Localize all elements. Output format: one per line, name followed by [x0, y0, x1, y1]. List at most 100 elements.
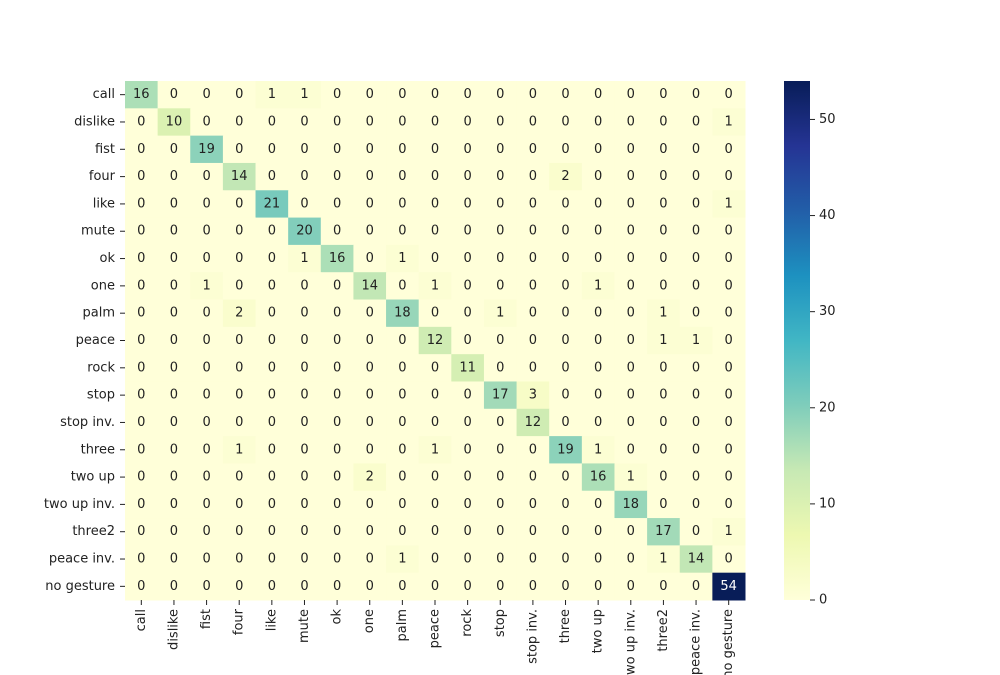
cell-label: 0 — [594, 169, 602, 184]
heatmap-cell — [712, 108, 746, 137]
heatmap-cell — [679, 463, 713, 492]
heatmap-cell — [222, 190, 257, 219]
heatmap-cell — [712, 326, 746, 355]
cell-label: 16 — [590, 470, 607, 485]
heatmap-cell — [353, 299, 387, 328]
y-tick-label: like — [93, 196, 115, 211]
cell-label: 0 — [398, 333, 406, 348]
cell-label: 0 — [725, 169, 733, 184]
heatmap-cell — [125, 326, 159, 355]
heatmap-cell — [353, 190, 387, 219]
cell-label: 0 — [594, 524, 602, 539]
cell-label: 1 — [431, 442, 439, 457]
x-tick-label: no gesture — [721, 609, 736, 675]
heatmap-cell — [679, 381, 713, 410]
cell-label: 0 — [529, 169, 537, 184]
cell-label: 0 — [170, 524, 178, 539]
heatmap-cell — [320, 190, 354, 219]
heatmap-cell — [581, 490, 615, 519]
heatmap-cell — [288, 436, 322, 464]
heatmap-cell — [483, 81, 518, 109]
cell-label: 0 — [463, 497, 471, 512]
cell-label: 0 — [202, 552, 210, 567]
cell-label: 0 — [659, 196, 667, 211]
cell-label: 0 — [398, 388, 406, 403]
heatmap-cell — [516, 490, 550, 519]
heatmap-cell — [320, 108, 354, 137]
cell-label: 1 — [496, 306, 504, 321]
cell-label: 0 — [594, 497, 602, 512]
cell-label: 0 — [496, 196, 504, 211]
cell-label: 2 — [561, 169, 569, 184]
cell-label: 0 — [463, 114, 471, 129]
cell-label: 0 — [137, 306, 145, 321]
cell-label: 0 — [659, 442, 667, 457]
cell-label: 0 — [202, 497, 210, 512]
cell-label: 0 — [235, 333, 243, 348]
cell-label: 2 — [235, 306, 243, 321]
cell-label: 0 — [268, 470, 276, 485]
heatmap-cell — [418, 272, 452, 301]
cell-label: 0 — [235, 579, 243, 594]
cell-label: 0 — [366, 415, 374, 430]
heatmap-cell — [712, 572, 746, 601]
heatmap-cell — [549, 354, 583, 382]
heatmap-cell — [614, 381, 648, 410]
cell-label: 1 — [300, 87, 308, 102]
cell-label: 0 — [496, 524, 504, 539]
heatmap-cell — [614, 162, 648, 191]
cell-label: 0 — [463, 87, 471, 102]
heatmap-cell — [157, 81, 191, 109]
colorbar-tick-label: 0 — [819, 593, 827, 608]
cell-label: 0 — [561, 87, 569, 102]
cell-label: 0 — [431, 470, 439, 485]
heatmap-cell — [157, 381, 191, 410]
heatmap-cell — [581, 408, 615, 437]
heatmap-cell — [581, 162, 615, 191]
heatmap-cell — [353, 354, 387, 382]
heatmap-cell — [581, 272, 615, 301]
cell-label: 0 — [170, 196, 178, 211]
cell-label: 0 — [137, 196, 145, 211]
cell-label: 0 — [300, 196, 308, 211]
cell-label: 0 — [268, 388, 276, 403]
x-tick-label: like — [264, 609, 279, 631]
heatmap-cell — [386, 326, 420, 355]
cell-label: 0 — [431, 388, 439, 403]
cell-label: 0 — [268, 142, 276, 157]
heatmap-cell — [483, 408, 518, 437]
cell-label: 0 — [202, 306, 210, 321]
heatmap-cell — [549, 244, 583, 273]
cell-label: 1 — [300, 251, 308, 266]
heatmap-cell — [712, 217, 746, 246]
heatmap-cell — [712, 135, 746, 164]
heatmap-cell — [549, 518, 583, 546]
cell-label: 0 — [366, 87, 374, 102]
cell-label: 0 — [202, 114, 210, 129]
heatmap-cell — [614, 518, 648, 546]
heatmap-cell — [125, 244, 159, 273]
heatmap-cell — [679, 244, 713, 273]
heatmap-cell — [353, 545, 387, 574]
cell-label: 0 — [235, 251, 243, 266]
heatmap-cell — [581, 436, 615, 464]
cell-label: 0 — [725, 497, 733, 512]
heatmap-cell — [353, 326, 387, 355]
cell-label: 0 — [235, 224, 243, 239]
heatmap-cell — [516, 436, 550, 464]
heatmap-cell — [255, 408, 289, 437]
heatmap-cell — [255, 81, 289, 109]
x-tick-label: peace inv. — [689, 609, 704, 675]
heatmap-cell — [222, 490, 257, 519]
heatmap-cell — [320, 545, 354, 574]
heatmap-cell — [516, 244, 550, 273]
heatmap-cell — [157, 463, 191, 492]
cell-label: 0 — [300, 552, 308, 567]
heatmap-cell — [190, 490, 224, 519]
heatmap-cell — [288, 381, 322, 410]
heatmap-cell — [320, 381, 354, 410]
heatmap-cell — [679, 326, 713, 355]
heatmap-cell — [125, 135, 159, 164]
cell-label: 0 — [170, 388, 178, 403]
heatmap-cell — [483, 108, 518, 137]
